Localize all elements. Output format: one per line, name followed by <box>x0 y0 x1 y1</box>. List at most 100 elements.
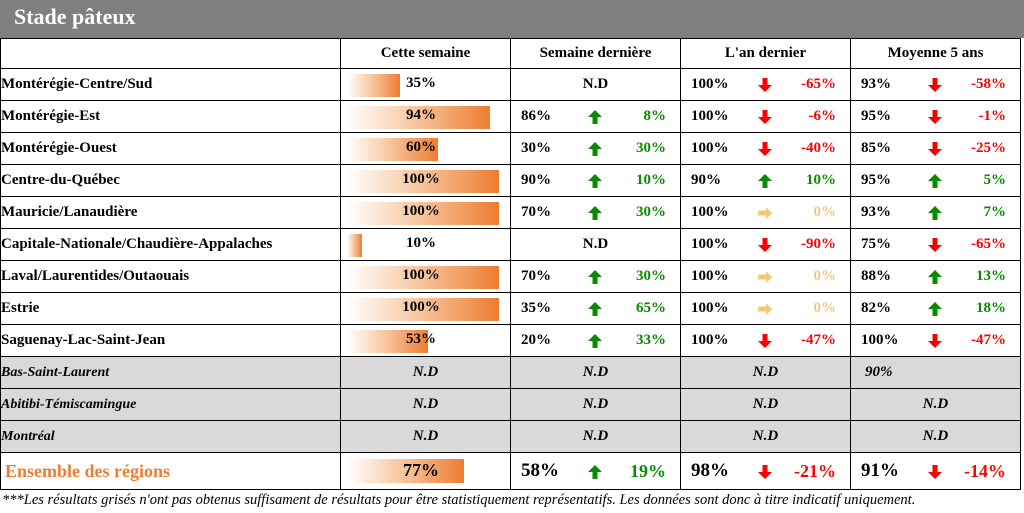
progress-bar <box>347 298 499 321</box>
total-last-week-value: 58% <box>521 460 559 481</box>
header-region <box>0 38 341 69</box>
last-week-value: 86% <box>521 108 551 124</box>
last-year-comparison: 100% -40% <box>681 133 850 164</box>
last-year-difference: 0% <box>813 268 837 284</box>
table-row-gray: Montréal N.D N.D N.D N.D <box>0 420 1021 453</box>
progress-label: 60% <box>406 139 436 155</box>
table-row: Capitale-Nationale/Chaudière-Appalaches 1… <box>0 228 1021 261</box>
last-week-cell: 86% 8% <box>510 100 681 133</box>
table-row: Estrie 100% 35% 65% 100% 0% 82% 18% <box>0 292 1021 325</box>
table-row: Saguenay-Lac-Saint-Jean 53% 20% 33% 100% -47%… <box>0 324 1021 357</box>
last-week-cell: 70% 30% <box>510 196 681 229</box>
avg5-value: 75% <box>861 236 891 252</box>
arrow-down-icon <box>743 140 787 157</box>
total-avg5-difference: -14% <box>964 460 1006 481</box>
arrow-up-icon <box>913 300 957 317</box>
last-year-value: 100% <box>691 140 729 156</box>
last-week-value: 35% <box>521 300 551 316</box>
avg5-cell: 88% 13% <box>850 260 1021 293</box>
avg5-cell: 100% -47% <box>850 324 1021 357</box>
table-row-gray: Bas-Saint-Laurent N.D N.D N.D 90% <box>0 356 1021 389</box>
region-name: Montérégie-Centre/Sud <box>0 68 341 101</box>
avg5-value: 85% <box>861 140 891 156</box>
table-row: Montérégie-Ouest 60% 30% 30% 100% -40% 85% -25% <box>0 132 1021 165</box>
arrow-down-icon <box>913 332 957 349</box>
last-year-cell: 100% 0% <box>680 292 851 325</box>
total-last-year-cell: 98% -21% <box>680 452 851 490</box>
header-last-week: Semaine dernière <box>510 38 681 69</box>
table-row-gray: Abitibi-Témiscamingue N.D N.D N.D N.D <box>0 388 1021 421</box>
last-week-cell: N.D <box>510 68 681 101</box>
this-week-cell: 94% <box>340 100 511 133</box>
this-week-cell: N.D <box>340 356 511 389</box>
arrow-up-icon <box>913 268 957 285</box>
last-year-value: 90% <box>691 172 721 188</box>
last-year-cell: 100% -47% <box>680 324 851 357</box>
arrow-up-icon <box>573 332 617 349</box>
region-name: Saguenay-Lac-Saint-Jean <box>0 324 341 357</box>
last-week-difference: 30% <box>636 204 666 220</box>
last-week-cell: 35% 65% <box>510 292 681 325</box>
arrow-up-icon <box>573 108 617 125</box>
this-week-cell: 100% <box>340 164 511 197</box>
arrow-down-icon <box>743 461 787 482</box>
avg5-comparison: 93% 7% <box>851 197 1020 228</box>
avg5-comparison: 88% 13% <box>851 261 1020 292</box>
total-avg5-value: 91% <box>861 460 899 481</box>
last-year-difference: -40% <box>801 140 836 156</box>
table-row: Montérégie-Est 94% 86% 8% 100% -6% 95% -1% <box>0 100 1021 133</box>
last-year-difference: 10% <box>806 172 836 188</box>
avg5-value: 100% <box>861 332 899 348</box>
header-this-week: Cette semaine <box>340 38 511 69</box>
last-week-comparison: 70% 30% <box>511 261 680 292</box>
avg5-cell: N.D <box>850 388 1021 421</box>
region-name: Capitale-Nationale/Chaudière-Appalaches <box>0 228 341 261</box>
arrow-down-icon <box>913 76 957 93</box>
this-week-cell: 53% <box>340 324 511 357</box>
last-year-value: 100% <box>691 108 729 124</box>
last-year-value: 100% <box>691 204 729 220</box>
total-this-week-cell: 77% <box>340 452 511 490</box>
last-week-cell: 20% 33% <box>510 324 681 357</box>
last-year-cell: 100% 0% <box>680 260 851 293</box>
avg5-difference: -25% <box>971 140 1006 156</box>
total-last-week-comparison: 58% 19% <box>511 453 680 489</box>
arrow-up-icon <box>573 204 617 221</box>
last-year-comparison: 100% 0% <box>681 293 850 324</box>
avg5-cell: 93% -58% <box>850 68 1021 101</box>
last-year-comparison: 100% -65% <box>681 69 850 100</box>
last-year-cell: 100% 0% <box>680 196 851 229</box>
arrow-down-icon <box>743 108 787 125</box>
this-week-cell: 100% <box>340 260 511 293</box>
this-week-cell: 35% <box>340 68 511 101</box>
progress-bar <box>347 106 490 129</box>
last-year-cell: 100% -6% <box>680 100 851 133</box>
last-week-cell: 90% 10% <box>510 164 681 197</box>
this-week-cell: 10% <box>340 228 511 261</box>
progress-bar <box>347 234 362 257</box>
footnote: ***Les résultats grisés n'ont pas obtenu… <box>2 492 916 508</box>
arrow-up-icon <box>573 268 617 285</box>
avg5-comparison: 75% -65% <box>851 229 1020 260</box>
arrow-up-icon <box>573 461 617 482</box>
last-week-comparison: 35% 65% <box>511 293 680 324</box>
last-week-difference: 65% <box>636 300 666 316</box>
progress-bar <box>347 138 438 161</box>
region-name: Montérégie-Est <box>0 100 341 133</box>
total-last-year-difference: -21% <box>794 460 836 481</box>
progress-bar <box>347 459 464 483</box>
avg5-comparison: 95% 5% <box>851 165 1020 196</box>
avg5-comparison: 85% -25% <box>851 133 1020 164</box>
avg5-difference: -1% <box>978 108 1007 124</box>
progress-label: 100% <box>402 203 440 219</box>
last-year-comparison: 90% 10% <box>681 165 850 196</box>
region-name: Laval/Laurentides/Outaouais <box>0 260 341 293</box>
last-year-value: 100% <box>691 300 729 316</box>
this-week-cell: 100% <box>340 292 511 325</box>
last-week-value: 70% <box>521 204 551 220</box>
avg5-cell: 95% -1% <box>850 100 1021 133</box>
avg5-comparison: 100% -47% <box>851 325 1020 356</box>
total-last-year-comparison: 98% -21% <box>681 453 850 489</box>
this-week-cell: 100% <box>340 196 511 229</box>
total-last-week-difference: 19% <box>630 460 666 481</box>
